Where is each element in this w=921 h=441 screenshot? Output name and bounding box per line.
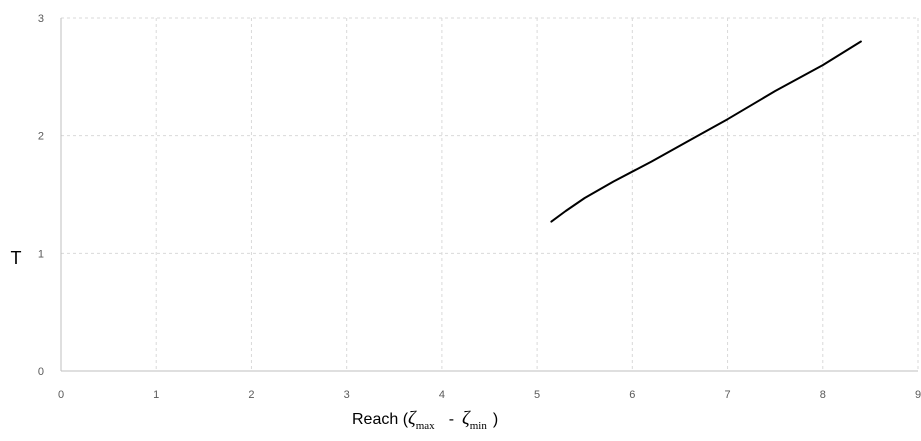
subscript-max: max bbox=[416, 420, 435, 432]
minus-sign: - bbox=[449, 411, 454, 428]
y-tick-label: 0 bbox=[38, 366, 44, 378]
x-tick-label: 0 bbox=[58, 389, 64, 401]
series bbox=[550, 40, 862, 223]
axes bbox=[60, 18, 918, 372]
x-axis-title-prefix: Reach ( bbox=[352, 411, 409, 428]
x-tick-label: 9 bbox=[915, 389, 921, 401]
zeta-symbol: ζ bbox=[408, 408, 417, 429]
x-tick-label: 1 bbox=[153, 389, 159, 401]
x-tick-label: 7 bbox=[724, 389, 730, 401]
gridlines bbox=[61, 17, 919, 371]
y-tick-label: 3 bbox=[38, 13, 44, 25]
x-tick-label: 2 bbox=[248, 389, 254, 401]
x-tick-label: 8 bbox=[820, 389, 826, 401]
x-axis-title-suffix: ) bbox=[493, 411, 498, 428]
y-tick-label: 2 bbox=[38, 131, 44, 143]
tick-labels: 0 1 2 3 4 5 6 7 8 9 0 1 2 3 bbox=[38, 13, 921, 401]
y-tick-label: 1 bbox=[38, 248, 44, 260]
zeta-symbol: ζ bbox=[462, 408, 471, 429]
x-tick-label: 6 bbox=[629, 389, 635, 401]
x-axis-title: Reach (ζmax - ζmin) bbox=[352, 408, 498, 432]
series-line bbox=[550, 40, 862, 223]
y-axis-title: T bbox=[11, 248, 22, 268]
x-tick-label: 3 bbox=[344, 389, 350, 401]
x-tick-label: 5 bbox=[534, 389, 540, 401]
svg-text:Reach (ζmax-ζmin): Reach (ζmax - ζmin) bbox=[352, 408, 498, 432]
subscript-min: min bbox=[470, 420, 488, 432]
x-tick-label: 4 bbox=[439, 389, 445, 401]
